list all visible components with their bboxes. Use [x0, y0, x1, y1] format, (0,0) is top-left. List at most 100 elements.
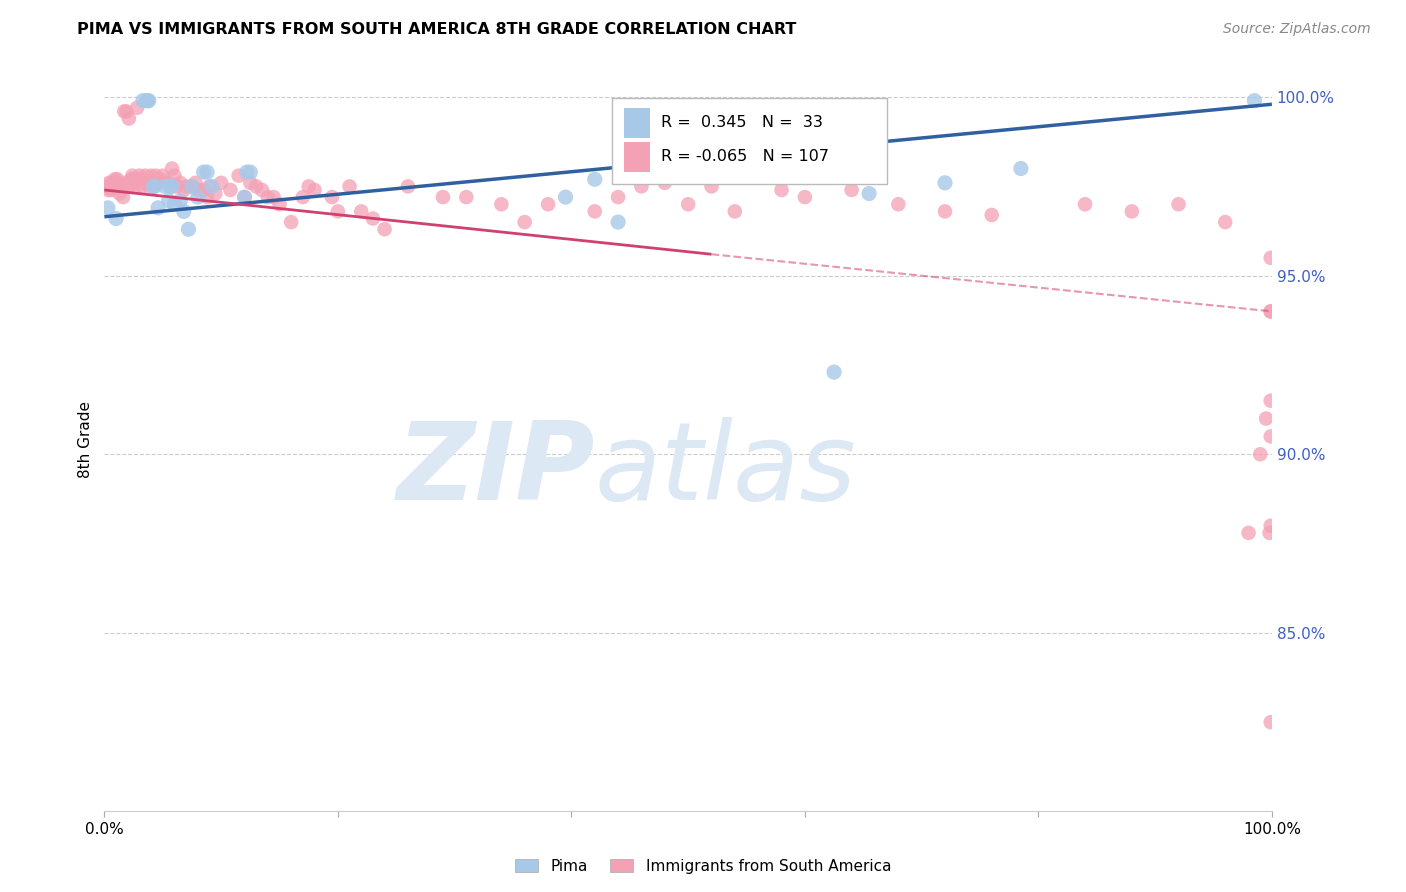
- Point: [187, 190, 209, 204]
- Point: [537, 197, 560, 211]
- Legend: Pima, Immigrants from South America: Pima, Immigrants from South America: [509, 853, 897, 880]
- Point: [1213, 215, 1236, 229]
- Point: [1260, 715, 1282, 730]
- Point: [239, 165, 262, 179]
- Point: [121, 169, 143, 183]
- Point: [152, 169, 174, 183]
- Point: [280, 215, 302, 229]
- Point: [304, 183, 326, 197]
- Point: [1260, 429, 1282, 443]
- Point: [228, 169, 250, 183]
- Point: [858, 186, 880, 201]
- Point: [173, 204, 195, 219]
- Point: [583, 204, 606, 219]
- Point: [396, 179, 419, 194]
- Point: [120, 179, 142, 194]
- Point: [97, 201, 120, 215]
- FancyBboxPatch shape: [612, 98, 887, 184]
- Point: [1243, 94, 1265, 108]
- Point: [159, 179, 181, 194]
- Point: [193, 165, 215, 179]
- Point: [339, 179, 361, 194]
- Point: [177, 222, 200, 236]
- Point: [823, 365, 845, 379]
- Point: [138, 179, 160, 194]
- Point: [724, 204, 747, 219]
- Point: [291, 190, 314, 204]
- Point: [163, 197, 186, 211]
- Point: [263, 190, 285, 204]
- Point: [195, 165, 218, 179]
- Point: [209, 176, 232, 190]
- Point: [120, 172, 142, 186]
- Point: [233, 190, 256, 204]
- FancyBboxPatch shape: [624, 108, 650, 137]
- Point: [583, 172, 606, 186]
- Point: [1249, 447, 1271, 461]
- Point: [1260, 304, 1282, 318]
- Point: [456, 190, 478, 204]
- Point: [374, 222, 396, 236]
- Point: [105, 176, 128, 190]
- Point: [115, 104, 138, 119]
- Point: [934, 176, 956, 190]
- Point: [160, 179, 183, 194]
- Point: [181, 179, 204, 194]
- Point: [146, 201, 169, 215]
- Point: [153, 179, 176, 194]
- Point: [607, 215, 630, 229]
- Point: [135, 176, 157, 190]
- Point: [122, 172, 145, 186]
- Point: [157, 194, 180, 208]
- Point: [1121, 204, 1143, 219]
- Point: [107, 179, 129, 194]
- Point: [630, 179, 652, 194]
- Text: PIMA VS IMMIGRANTS FROM SOUTH AMERICA 8TH GRADE CORRELATION CHART: PIMA VS IMMIGRANTS FROM SOUTH AMERICA 8T…: [77, 22, 797, 37]
- Point: [934, 204, 956, 219]
- Point: [174, 179, 197, 194]
- Point: [250, 183, 273, 197]
- Point: [321, 190, 343, 204]
- Point: [139, 169, 162, 183]
- Point: [135, 94, 157, 108]
- Point: [298, 179, 321, 194]
- Point: [100, 183, 122, 197]
- Point: [1260, 518, 1282, 533]
- Point: [700, 179, 723, 194]
- Point: [181, 179, 204, 194]
- Point: [233, 190, 256, 204]
- Point: [125, 179, 148, 194]
- Text: ZIP: ZIP: [396, 417, 595, 523]
- Point: [198, 179, 221, 194]
- Point: [193, 183, 215, 197]
- Point: [132, 94, 155, 108]
- Point: [134, 169, 156, 183]
- Text: R =  0.345   N =  33: R = 0.345 N = 33: [661, 115, 823, 130]
- Point: [103, 179, 125, 194]
- Point: [1260, 251, 1282, 265]
- Point: [350, 204, 373, 219]
- Point: [101, 176, 124, 190]
- Point: [105, 211, 128, 226]
- Point: [97, 183, 120, 197]
- Point: [163, 169, 186, 183]
- Point: [980, 208, 1002, 222]
- Point: [239, 176, 262, 190]
- Point: [1237, 525, 1260, 540]
- Point: [269, 197, 291, 211]
- Point: [166, 179, 188, 194]
- Point: [607, 190, 630, 204]
- Point: [117, 179, 139, 194]
- Point: [108, 186, 131, 201]
- Point: [204, 186, 226, 201]
- Point: [143, 179, 166, 194]
- Point: [96, 179, 118, 194]
- Text: Source: ZipAtlas.com: Source: ZipAtlas.com: [1223, 22, 1371, 37]
- Point: [1260, 304, 1282, 318]
- Point: [236, 165, 259, 179]
- Point: [104, 172, 127, 186]
- Point: [1074, 197, 1097, 211]
- Y-axis label: 8th Grade: 8th Grade: [79, 401, 93, 478]
- Text: atlas: atlas: [595, 417, 856, 522]
- Text: R = -0.065   N = 107: R = -0.065 N = 107: [661, 150, 830, 164]
